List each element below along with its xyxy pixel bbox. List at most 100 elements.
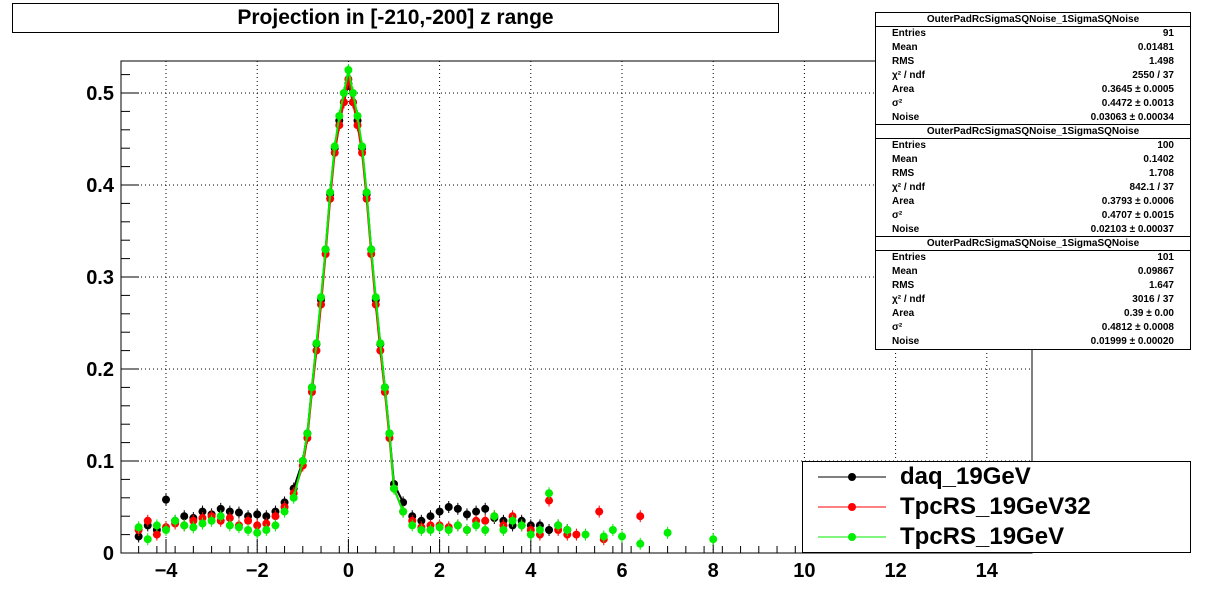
stats-row-entries: Entries 91 (892, 28, 1174, 39)
y-tick-label: 0.2 (86, 359, 114, 381)
stats-row-mean: Mean 0.09867 (892, 266, 1174, 277)
data-point (216, 512, 225, 521)
chart-title-box: Projection in [-210,-200] z range (12, 3, 779, 33)
data-point (344, 66, 353, 74)
stats-row-sigma2: σ² 0.4707 ± 0.0015 (892, 210, 1174, 221)
data-point (289, 493, 298, 502)
data-point (162, 495, 170, 504)
data-point (253, 521, 262, 530)
data-point (339, 89, 348, 97)
data-point (216, 504, 225, 513)
y-tick-label: 0 (103, 543, 114, 565)
data-point (435, 507, 444, 516)
data-point (472, 521, 481, 530)
stats-row-noise: Noise 0.03063 ± 0.00034 (892, 112, 1174, 123)
data-point (317, 293, 326, 302)
data-point (499, 526, 508, 534)
data-point (371, 293, 380, 302)
data-point (535, 526, 544, 534)
stats-row-mean: Mean 0.01481 (892, 42, 1174, 53)
data-point (417, 516, 426, 525)
data-point (234, 508, 243, 517)
data-point (453, 521, 462, 530)
data-point (663, 528, 672, 537)
x-tick-label: 2 (434, 560, 445, 582)
data-point (198, 507, 207, 516)
data-point (171, 516, 180, 525)
stats-row-mean: Mean 0.1402 (892, 154, 1174, 165)
data-point (225, 507, 234, 516)
data-point (162, 526, 170, 534)
data-point (563, 526, 572, 534)
data-point (426, 526, 435, 534)
data-point (444, 526, 453, 534)
data-point (134, 523, 143, 532)
data-point (472, 507, 481, 516)
data-point (180, 521, 189, 530)
chart-title: Projection in [-210,-200] z range (237, 6, 554, 29)
stats-row-chi2: χ² / ndf 3016 / 37 (892, 294, 1174, 305)
x-tick-label: −4 (155, 560, 179, 582)
series-0 (134, 77, 572, 543)
series-1 (134, 73, 645, 546)
stats-row-sigma2: σ² 0.4812 ± 0.0008 (892, 322, 1174, 333)
data-point (134, 532, 143, 541)
stats-row-area: Area 0.3793 ± 0.0006 (892, 196, 1174, 207)
data-point (618, 532, 626, 541)
data-point (367, 245, 376, 254)
data-point (545, 489, 554, 498)
stats-row-rms: RMS 1.708 (892, 168, 1174, 179)
data-point (180, 512, 189, 521)
data-point (362, 188, 371, 197)
data-point (462, 526, 471, 534)
data-point (545, 496, 554, 505)
data-point (348, 89, 357, 97)
data-point (225, 514, 234, 523)
data-point (526, 530, 535, 539)
data-point (152, 521, 161, 530)
stats-title: OuterPadRcSigmaSQNoise_1SigmaSQNoise (876, 13, 1190, 27)
series-line (292, 79, 405, 512)
data-point (307, 383, 316, 392)
data-point (262, 519, 271, 528)
x-tick-label: 8 (708, 560, 719, 582)
tick-label-layer: −4 −2 0 2 4 6 8 10 12 14 0 0.1 0.2 0.3 0.4 0.5 (86, 83, 999, 582)
data-point (330, 142, 339, 151)
data-point (385, 429, 394, 438)
stats-row-area: Area 0.39 ± 0.00 (892, 308, 1174, 319)
legend: daq_19GeV TpcRS_19GeV32 TpcRS_19GeV (802, 461, 1191, 553)
stats-box-tpcrs: OuterPadRcSigmaSQNoise_1SigmaSQNoise Ent… (875, 236, 1191, 350)
data-point (709, 535, 718, 544)
stats-row-area: Area 0.3645 ± 0.0005 (892, 84, 1174, 95)
x-tick-label: 10 (793, 560, 815, 582)
data-point (508, 516, 517, 525)
data-point (490, 512, 499, 521)
stats-row-sigma2: σ² 0.4472 ± 0.0013 (892, 98, 1174, 109)
stats-title: OuterPadRcSigmaSQNoise_1SigmaSQNoise (876, 237, 1190, 251)
data-point (143, 516, 152, 525)
stats-row-chi2: χ² / ndf 2550 / 37 (892, 70, 1174, 81)
data-point (262, 526, 271, 534)
data-point (234, 523, 243, 532)
x-tick-label: −2 (246, 560, 269, 582)
data-point (581, 530, 590, 539)
data-point (271, 512, 280, 521)
data-point (572, 530, 581, 539)
data-point (481, 504, 490, 513)
data-point (554, 521, 563, 530)
data-point (481, 516, 490, 525)
y-tick-label: 0.4 (86, 175, 115, 197)
data-point (435, 523, 444, 532)
data-point (380, 383, 389, 392)
x-tick-label: 14 (976, 560, 999, 582)
stats-row-entries: Entries 100 (892, 140, 1174, 151)
legend-label-daq: daq_19GeV (900, 463, 1031, 490)
series-layer (134, 64, 718, 550)
data-point (253, 528, 262, 537)
data-point (321, 245, 330, 254)
data-point (303, 429, 312, 438)
data-point (399, 507, 408, 516)
series-2 (134, 64, 718, 550)
data-point (143, 535, 152, 544)
